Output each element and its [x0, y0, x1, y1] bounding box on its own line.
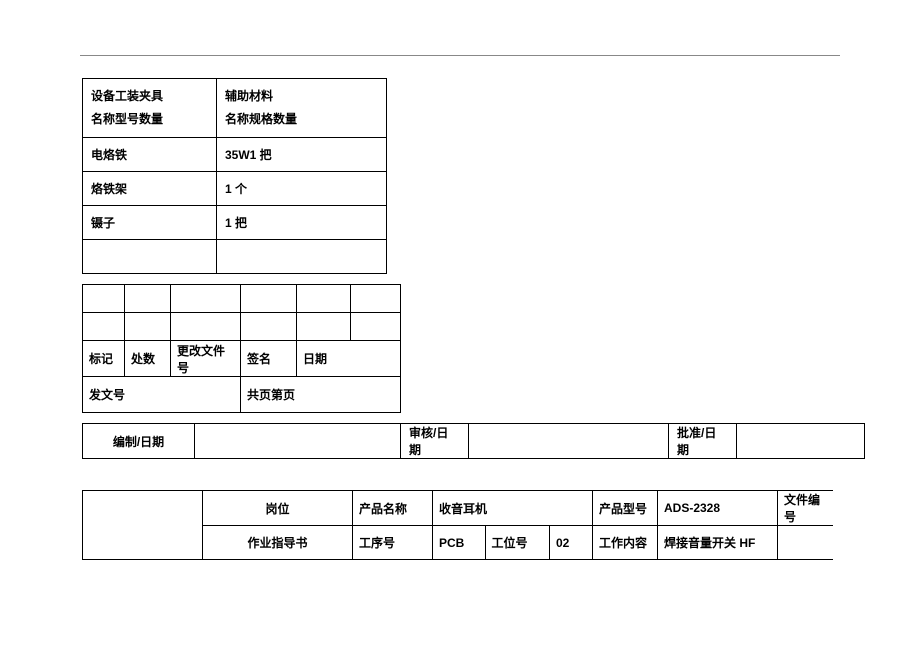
equip-hdr-left-l1: 设备工装夹具 [91, 85, 208, 108]
post-label: 岗位 [203, 491, 353, 526]
cell [351, 285, 401, 313]
page-of-label: 共页第页 [241, 377, 401, 413]
equipment-table: 设备工装夹具 名称型号数量 辅助材料 名称规格数量 电烙铁 35W1 把 烙铁架… [82, 78, 387, 274]
cell [125, 285, 171, 313]
product-name-label: 产品名称 [353, 491, 433, 526]
process-no-value: PCB [433, 526, 486, 560]
equip-hdr-left: 设备工装夹具 名称型号数量 [83, 79, 217, 138]
sign-label: 签名 [241, 341, 297, 377]
work-instruction-label: 作业指导书 [203, 526, 353, 560]
cell [83, 239, 217, 273]
cell [171, 313, 241, 341]
cell: 电烙铁 [83, 137, 217, 171]
table-row: 电烙铁 35W1 把 [83, 137, 387, 171]
table-row: 发文号 共页第页 [83, 377, 401, 413]
cell [737, 424, 865, 459]
count-label: 处数 [125, 341, 171, 377]
equip-hdr-right: 辅助材料 名称规格数量 [217, 79, 387, 138]
table-row [83, 285, 401, 313]
top-horizontal-rule [80, 55, 840, 56]
reviewed-date-label: 审核/日期 [401, 424, 469, 459]
product-model-label: 产品型号 [593, 491, 658, 526]
equip-hdr-left-l2: 名称型号数量 [91, 108, 208, 131]
table-row: 标记 处数 更改文件号 签名 日期 [83, 341, 401, 377]
table-row [83, 313, 401, 341]
cell: 1 把 [217, 205, 387, 239]
cell: 镊子 [83, 205, 217, 239]
work-content-label: 工作内容 [593, 526, 658, 560]
cell [351, 313, 401, 341]
cell: 烙铁架 [83, 171, 217, 205]
cell [195, 424, 401, 459]
mark-label: 标记 [83, 341, 125, 377]
date-label: 日期 [297, 341, 401, 377]
work-content-value: 焊接音量开关 HF [658, 526, 778, 560]
cell [171, 285, 241, 313]
product-model-value: ADS-2328 [658, 491, 778, 526]
cell [297, 285, 351, 313]
approval-row: 编制/日期 审核/日期 批准/日期 [82, 423, 865, 459]
cell [469, 424, 669, 459]
cell: 1 个 [217, 171, 387, 205]
process-no-label: 工序号 [353, 526, 433, 560]
cell [125, 313, 171, 341]
issue-no-label: 发文号 [83, 377, 241, 413]
prepared-date-label: 编制/日期 [83, 424, 195, 459]
approved-date-label: 批准/日期 [669, 424, 737, 459]
cell [241, 285, 297, 313]
product-table: 岗位 产品名称 收音耳机 产品型号 ADS-2328 文件编号 作业指导书 工序… [82, 490, 833, 560]
revision-table: 标记 处数 更改文件号 签名 日期 发文号 共页第页 [82, 284, 401, 413]
file-no-label: 文件编号 [778, 491, 833, 526]
table-row: 编制/日期 审核/日期 批准/日期 [83, 424, 865, 459]
cell [217, 239, 387, 273]
product-name-value: 收音耳机 [433, 491, 593, 526]
change-doc-label: 更改文件号 [171, 341, 241, 377]
equip-hdr-right-l1: 辅助材料 [225, 85, 378, 108]
cell [297, 313, 351, 341]
cell [83, 313, 125, 341]
cell: 35W1 把 [217, 137, 387, 171]
station-no-label: 工位号 [485, 526, 549, 560]
table-row: 岗位 产品名称 收音耳机 产品型号 ADS-2328 文件编号 [83, 491, 833, 526]
table-row: 镊子 1 把 [83, 205, 387, 239]
cell [778, 526, 833, 560]
equip-hdr-right-l2: 名称规格数量 [225, 108, 378, 131]
cell [83, 285, 125, 313]
table-row: 烙铁架 1 个 [83, 171, 387, 205]
table-row [83, 239, 387, 273]
station-no-value: 02 [550, 526, 593, 560]
cell [83, 491, 203, 560]
cell [241, 313, 297, 341]
